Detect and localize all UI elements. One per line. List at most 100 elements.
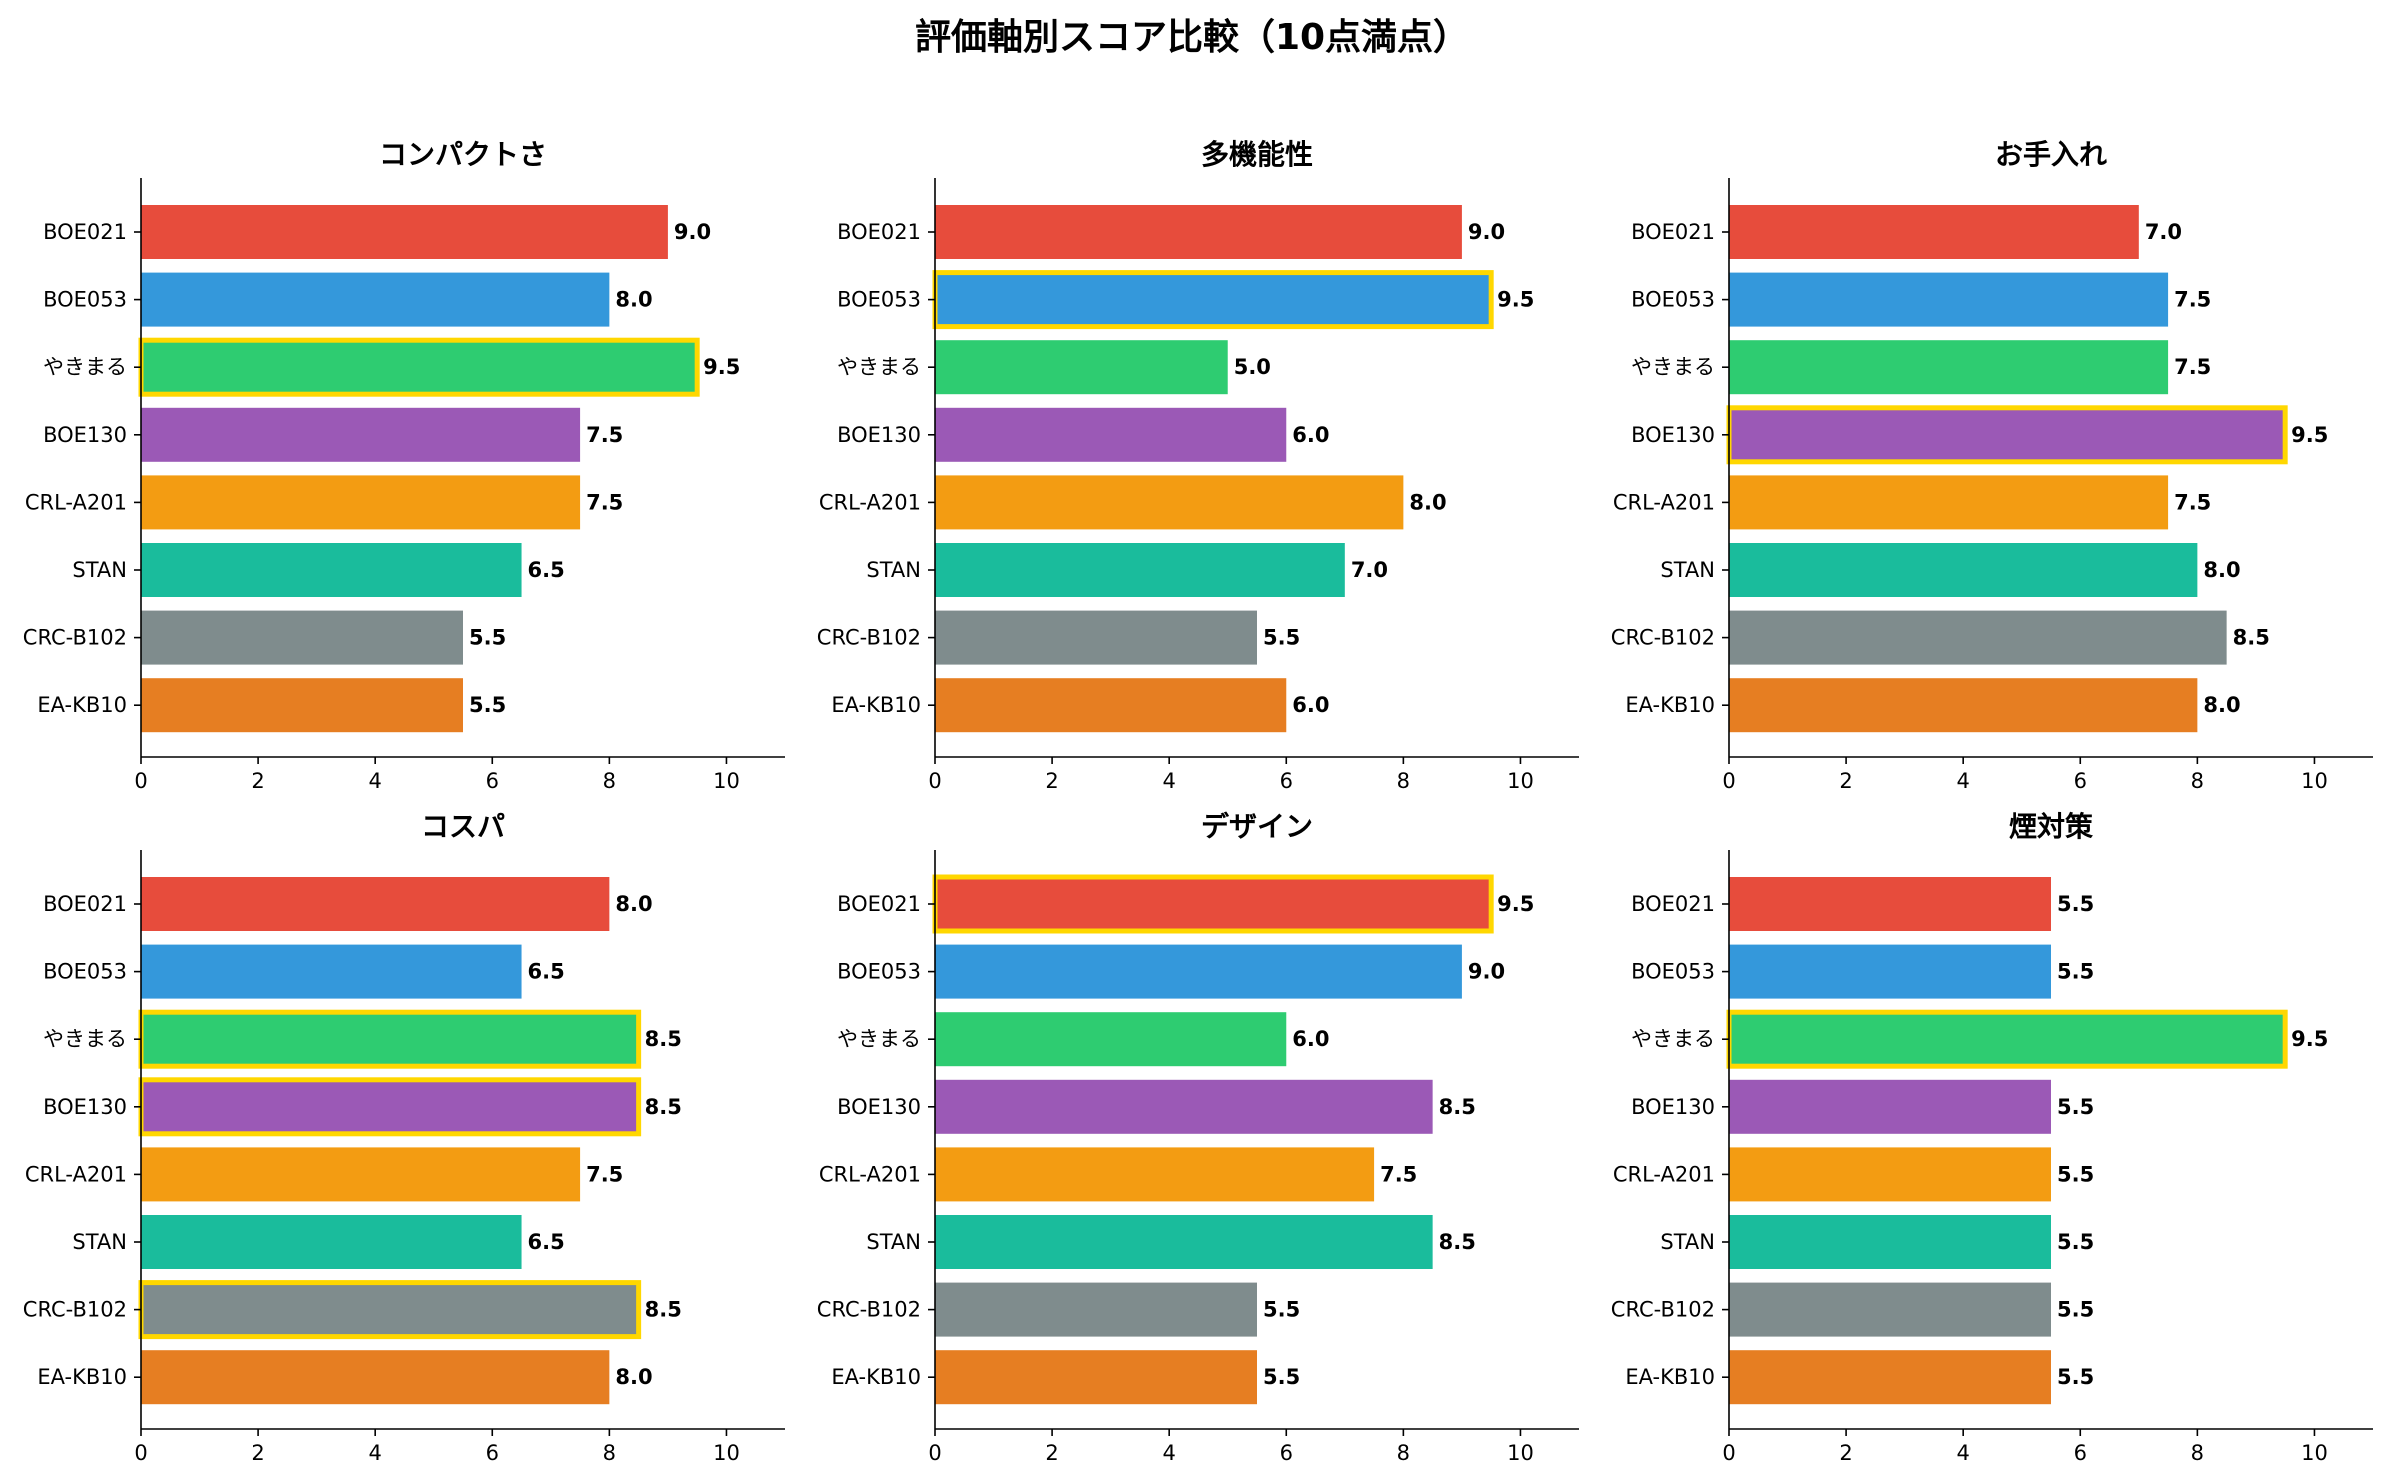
x-tick-label: 6 [2074,769,2087,793]
category-label: BOE053 [837,960,921,984]
bar [141,1350,610,1405]
data-label: 8.5 [645,1298,682,1322]
data-label: 8.5 [1439,1230,1476,1254]
bar [1729,944,2051,999]
category-label: EA-KB10 [1625,1365,1715,1389]
category-label: やきまる [1631,355,1715,379]
category-label: BOE021 [43,892,127,916]
x-tick-label: 4 [1956,769,1969,793]
category-label: やきまる [43,355,127,379]
bar [141,475,581,530]
bar [138,1280,642,1340]
panel-title: 煙対策 [2009,810,2093,843]
data-label: 5.5 [2057,1298,2094,1322]
x-tick-label: 6 [486,1441,499,1465]
bar [141,877,610,931]
x-tick-label: 2 [251,1441,264,1465]
data-label: 5.5 [469,626,506,650]
data-label: 6.5 [528,1230,565,1254]
bar [1729,340,2169,395]
data-label: 6.5 [528,558,565,582]
category-label: CRL-A201 [1613,490,1715,514]
category-label: STAN [1660,558,1715,582]
category-label: EA-KB10 [1625,693,1715,717]
x-tick-label: 2 [1839,1441,1852,1465]
x-tick-label: 10 [713,1441,740,1465]
data-label: 5.5 [2057,892,2094,916]
bar [1729,272,2169,327]
page-title: 評価軸別スコア比較（10点満点） [914,17,1470,58]
x-tick-label: 8 [1397,1441,1410,1465]
panel-title: コスパ [421,810,505,843]
data-label: 9.5 [2291,423,2328,447]
category-label: やきまる [837,1027,921,1051]
category-label: BOE130 [837,1095,921,1119]
data-label: 7.5 [2174,355,2211,379]
bar [1726,405,2288,465]
bar [141,678,463,733]
bar [141,407,581,462]
category-label: BOE130 [1631,423,1715,447]
data-label: 8.0 [1409,490,1446,514]
x-tick-label: 8 [2191,1441,2204,1465]
x-tick-label: 8 [2191,769,2204,793]
category-label: CRL-A201 [25,490,127,514]
bar [138,337,700,397]
category-label: EA-KB10 [37,1365,127,1389]
panel-title: コンパクトさ [379,138,547,171]
data-label: 5.5 [2057,1230,2094,1254]
bar [935,475,1404,530]
bar [1729,543,2198,597]
category-label: EA-KB10 [37,693,127,717]
bar [935,1079,1433,1134]
category-label: BOE021 [837,892,921,916]
bar [1729,678,2198,733]
x-tick-label: 6 [1280,1441,1293,1465]
bar [1729,877,2051,931]
x-tick-label: 8 [603,769,616,793]
data-label: 7.5 [2174,490,2211,514]
bar [141,205,668,259]
data-label: 7.0 [2145,220,2182,244]
category-label: BOE130 [43,423,127,447]
category-label: CRC-B102 [23,1298,127,1322]
bar [1729,1282,2051,1337]
bar [1729,475,2169,530]
x-tick-label: 10 [2301,1441,2328,1465]
data-label: 9.0 [1468,960,1505,984]
data-label: 6.0 [1292,693,1329,717]
category-label: BOE053 [837,288,921,312]
category-label: STAN [1660,1230,1715,1254]
bar [141,272,610,327]
bar [141,1215,522,1269]
category-label: CRL-A201 [819,1162,921,1186]
data-label: 8.0 [2203,693,2240,717]
bar [935,1350,1257,1405]
x-tick-label: 8 [1397,769,1410,793]
panel-title: お手入れ [1995,138,2107,171]
chart-panel-2: 多機能性 BOE021 9.0 BOE053 9.5 やきまる 5.0 BOE130 6.0 CR… [817,138,1579,793]
data-label: 8.5 [645,1027,682,1051]
bar [1729,1079,2051,1134]
category-label: やきまる [1631,1027,1715,1051]
x-tick-label: 6 [2074,1441,2087,1465]
data-label: 5.0 [1234,355,1271,379]
category-label: EA-KB10 [831,1365,921,1389]
x-tick-label: 2 [1045,1441,1058,1465]
bar [1729,1350,2051,1405]
category-label: BOE053 [1631,960,1715,984]
category-label: BOE021 [1631,892,1715,916]
data-label: 7.5 [586,1162,623,1186]
x-tick-label: 0 [134,1441,147,1465]
category-label: CRL-A201 [25,1162,127,1186]
category-label: STAN [866,1230,921,1254]
x-tick-label: 10 [1507,1441,1534,1465]
data-label: 8.0 [615,892,652,916]
chart-panel-5: デザイン BOE021 9.5 BOE053 9.0 やきまる 6.0 BOE130 8.5 CR… [817,810,1579,1465]
data-label: 5.5 [2057,960,2094,984]
data-label: 9.5 [1497,288,1534,312]
bar [935,1215,1433,1269]
category-label: BOE130 [837,423,921,447]
bar [935,1012,1287,1067]
